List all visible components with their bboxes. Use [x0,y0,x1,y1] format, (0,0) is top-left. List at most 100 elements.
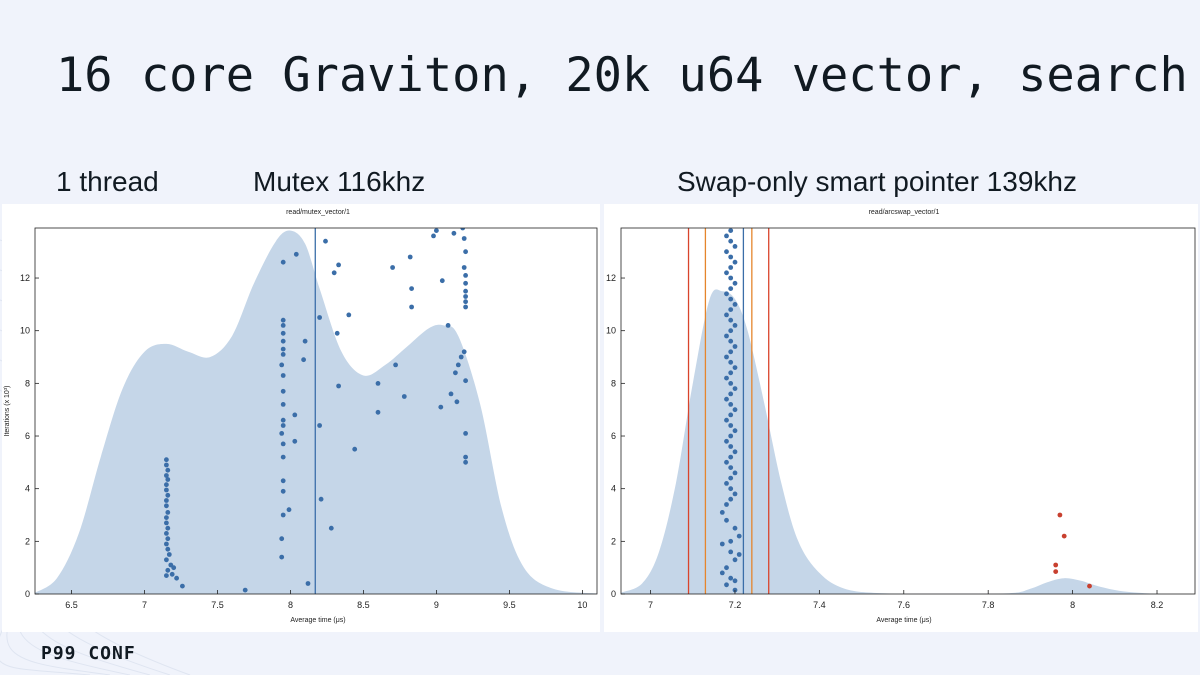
data-point [732,470,738,476]
data-point [280,478,286,484]
mutex-label: Mutex 116khz [253,166,426,197]
data-point [728,370,734,376]
data-point [724,354,729,360]
y-tick-label: 10 [20,326,30,336]
data-point [724,333,729,339]
data-point [732,386,738,391]
plot-area [35,228,597,594]
data-point [728,265,734,270]
mutex-chart: 6.5 7 7.5 8 8.5 9 9.5 10 0 2 4 6 8 10 12 read/mutex_vec… [4,209,598,624]
data-point [375,409,381,415]
data-point [171,565,177,571]
y-tick-label: 2 [611,536,616,546]
data-point [463,288,468,294]
data-point [732,280,738,286]
data-point [719,541,725,547]
data-point [728,317,734,323]
data-point [728,496,734,502]
data-point [169,571,175,577]
data-point [728,359,734,365]
data-point [728,238,734,244]
data-point [164,482,169,488]
data-point [280,417,286,423]
data-point [280,373,286,378]
data-point [407,254,413,260]
data-point [164,520,169,526]
kde-density-area [621,289,1195,594]
x-tick-label: 7.2 [729,600,742,610]
data-point [164,515,169,520]
data-point [728,307,734,312]
data-point [724,565,729,571]
plot-area [621,228,1195,594]
y-tick-label: 8 [611,378,616,388]
chart-title: read/mutex_vector/1 [286,209,350,216]
data-point [164,503,169,509]
data-point [732,407,738,413]
data-point [293,251,299,257]
data-point [280,441,286,447]
data-point [728,275,734,281]
data-point [732,491,738,497]
data-point [736,533,742,539]
kde-density-area [35,230,597,594]
data-point [463,273,468,278]
data-point [732,578,738,584]
plot-frame [620,227,1196,595]
data-point [463,280,468,286]
data-point [302,338,308,344]
data-point [728,444,734,449]
data-point [463,304,468,310]
data-point [719,510,725,515]
data-point [728,575,734,581]
data-point [728,328,734,334]
data-point [732,302,738,307]
data-point [728,412,734,418]
data-point [728,454,734,460]
data-point [728,296,734,302]
data-point [724,481,729,486]
outlier-point [1061,533,1067,539]
data-point [180,583,185,589]
data-point [279,362,285,368]
data-point [463,459,468,465]
data-point [334,330,340,336]
data-point [719,570,725,576]
data-point [328,525,334,531]
data-point [280,402,286,407]
data-point [280,454,286,460]
data-point [728,423,734,428]
x-axis-label: Average time (μs) [876,617,931,624]
data-point [174,575,180,581]
data-point [280,338,286,344]
x-tick-label: 7 [648,600,653,610]
x-tick-label: 7 [142,600,147,610]
data-point [448,391,454,397]
y-tick-label: 0 [25,589,30,599]
data-point [724,502,729,507]
data-point [455,362,461,368]
x-tick-label: 8 [288,600,293,610]
data-point [401,394,407,399]
data-point [164,498,169,503]
data-point [463,299,468,305]
x-tick-label: 8.2 [1151,600,1164,610]
data-point [724,517,729,523]
x-tick-label: 7.5 [211,600,224,610]
data-point [242,587,248,593]
data-point [164,541,169,547]
data-point [280,512,286,518]
data-point [166,552,172,557]
data-point [461,236,467,241]
data-point [454,399,460,405]
data-point [393,362,398,368]
data-point [728,286,734,291]
data-point [165,510,171,515]
data-point [724,582,729,588]
data-point [724,438,729,444]
data-point [724,312,729,318]
data-point [732,525,738,531]
data-point [434,228,439,233]
data-point [318,496,324,502]
data-point [728,549,734,555]
